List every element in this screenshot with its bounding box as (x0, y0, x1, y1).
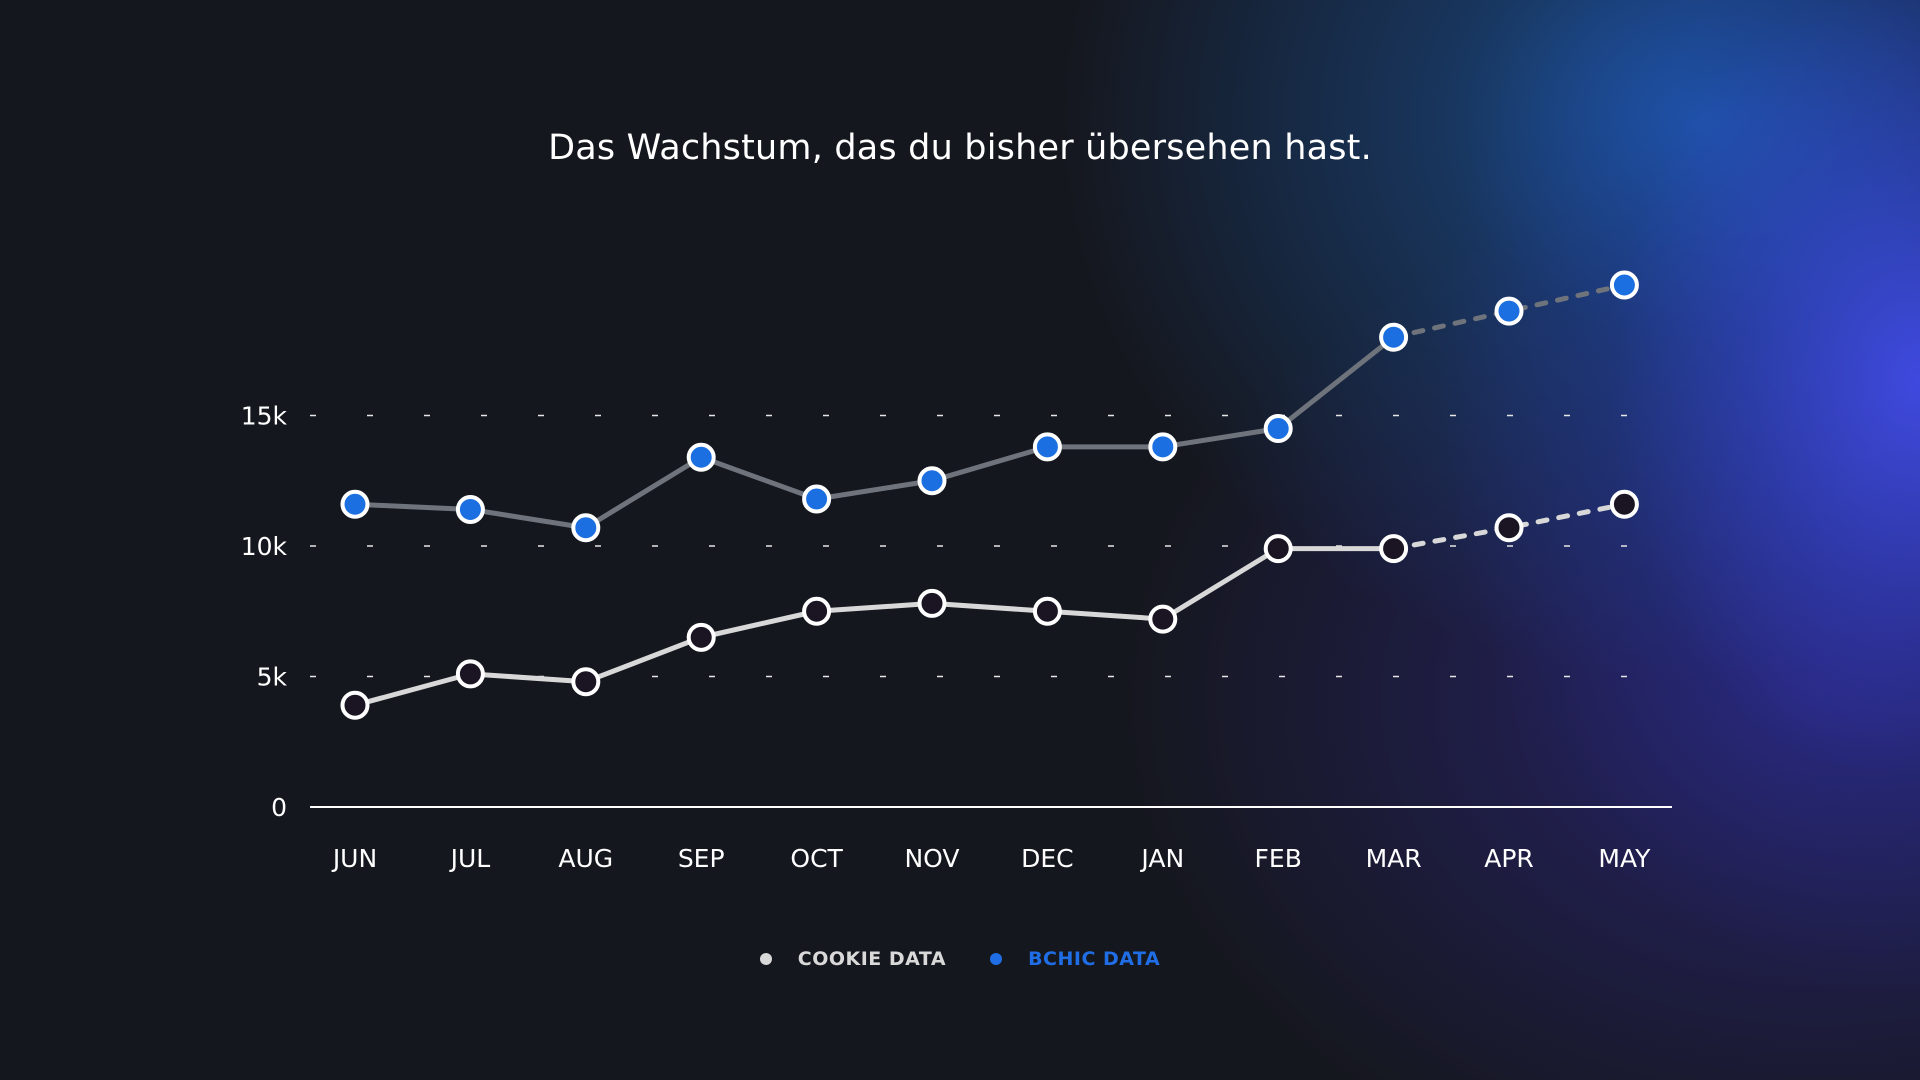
data-point-cookie-data (802, 596, 832, 626)
x-tick-label: MAY (1598, 844, 1651, 873)
y-tick-label: 5k (257, 663, 288, 692)
legend-label-bchic: BCHIC DATA (1028, 948, 1161, 970)
x-tick-label: MAR (1366, 844, 1422, 873)
data-point-bchic-data (917, 466, 947, 496)
data-point-cookie-data (1032, 596, 1062, 626)
data-point-bchic-data (1609, 270, 1639, 300)
x-tick-label: JUL (449, 844, 491, 873)
data-point-bchic-data (1148, 432, 1178, 462)
data-point-bchic-data (340, 489, 370, 519)
x-tick-label: SEP (678, 844, 725, 873)
x-tick-label: OCT (790, 844, 843, 873)
x-tick-label: FEB (1255, 844, 1302, 873)
legend-dot-cookie (759, 953, 772, 965)
y-tick-label: 0 (271, 793, 287, 822)
x-tick-label: JAN (1139, 844, 1184, 873)
data-point-cookie-data (686, 622, 716, 652)
series-points (340, 270, 1639, 720)
grid-layer (310, 414, 1672, 678)
chart-title: Das Wachstum, das du bisher übersehen ha… (548, 128, 1372, 168)
series-line-cookie-data (352, 546, 1397, 708)
x-tick-label: DEC (1021, 844, 1074, 873)
data-point-bchic-data (802, 484, 832, 514)
legend-label-cookie: COOKIE DATA (797, 948, 947, 970)
y-tick-label: 15k (241, 402, 288, 431)
legend-item-bchic[interactable]: BCHIC DATA (990, 948, 1160, 970)
x-tick-label: JUN (331, 844, 377, 873)
data-point-bchic-data (1263, 414, 1293, 444)
data-point-bchic-data (686, 442, 716, 472)
legend: COOKIE DATA BCHIC DATA (0, 948, 1920, 970)
data-point-cookie-data (1263, 534, 1293, 564)
data-point-bchic-data (1032, 432, 1062, 462)
data-point-cookie-data (1148, 604, 1178, 634)
data-point-cookie-data (917, 588, 947, 618)
x-tick-label: APR (1484, 844, 1534, 873)
x-tick-label: AUG (558, 844, 613, 873)
data-point-cookie-data (571, 667, 601, 697)
y-tick-label: 10k (241, 532, 288, 561)
series-projection-bchic-data (1391, 282, 1627, 340)
data-point-cookie-data (340, 690, 370, 720)
legend-item-cookie[interactable]: COOKIE DATA (759, 948, 947, 970)
series-lines (352, 282, 1627, 708)
series-line-bchic-data (352, 334, 1397, 531)
data-point-bchic-data (455, 494, 485, 524)
tick-labels: 0 5k 10k 15k JUN JUL AUG SEP OCT NOV DEC JAN FEB MAR A… (241, 402, 1651, 874)
data-point-cookie-data (1494, 513, 1524, 543)
data-point-cookie-data (455, 659, 485, 689)
x-tick-label: NOV (904, 844, 959, 873)
data-point-bchic-data (1494, 296, 1524, 326)
data-point-cookie-data (1609, 489, 1639, 519)
legend-dot-bchic (990, 953, 1003, 965)
data-point-bchic-data (1379, 322, 1409, 352)
series-projection-cookie-data (1391, 501, 1627, 552)
data-point-bchic-data (571, 513, 601, 543)
data-point-cookie-data (1379, 534, 1409, 564)
